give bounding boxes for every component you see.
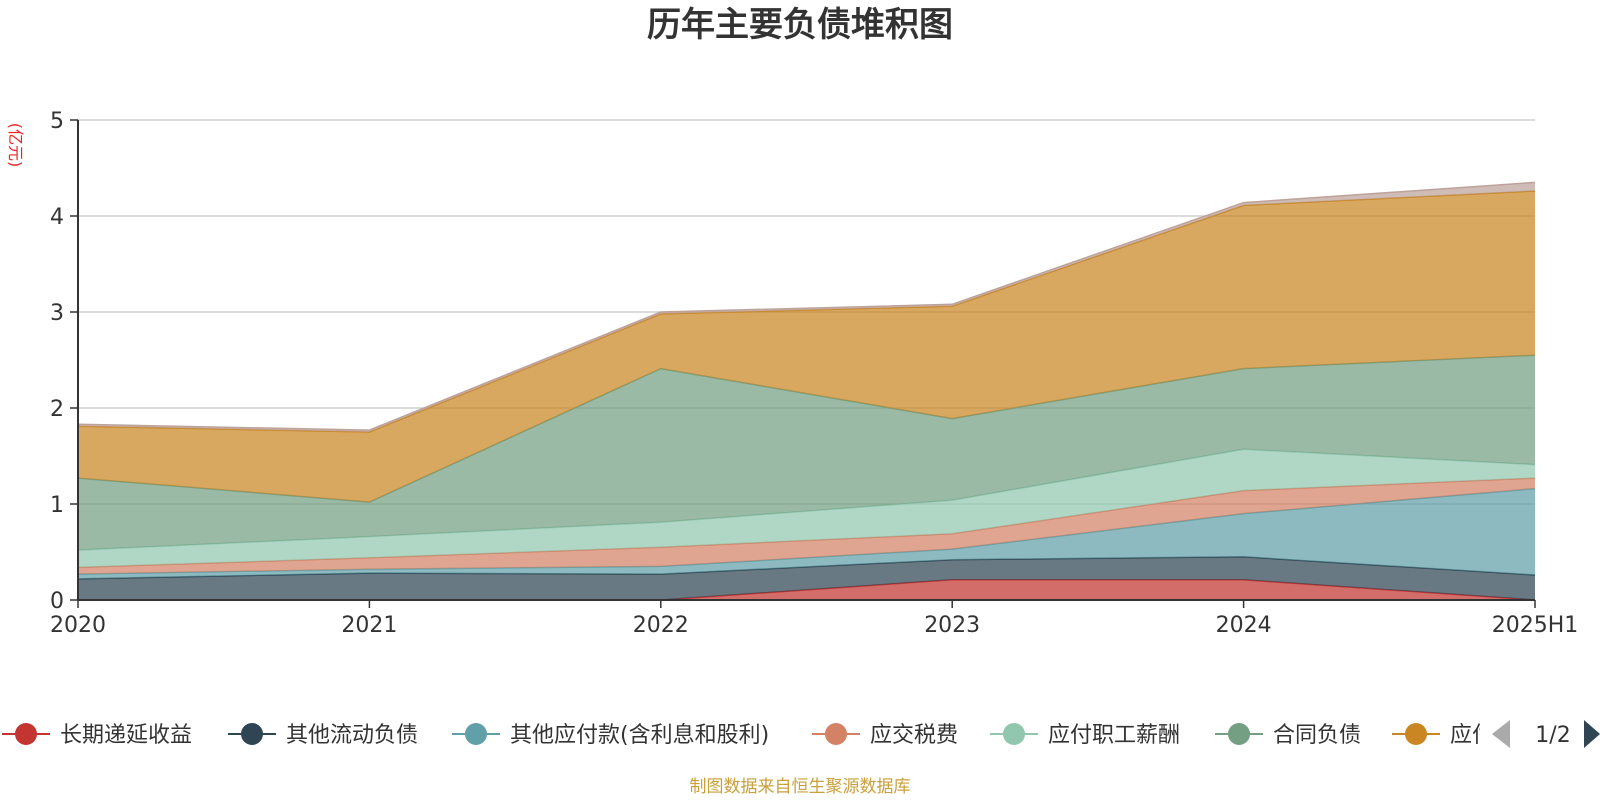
area-series-4 (78, 449, 1535, 568)
legend-items: 长期递延收益 其他流动负债 其他应付款(含利息和股利) 应交税费 应付职工薪酬 合同负债 应… (2, 723, 1494, 748)
legend-marker (465, 723, 487, 745)
legend-item[interactable]: 合同负债 (1215, 723, 1361, 748)
y-tick-label: 4 (50, 205, 64, 230)
pager-next-arrow[interactable] (1584, 720, 1600, 748)
legend-label: 其他应付款(含利息和股利) (510, 723, 769, 748)
legend-item[interactable]: 应付 (1392, 723, 1494, 748)
legend-item[interactable]: 其他应付款(含利息和股利) (452, 723, 769, 748)
legend-marker (825, 723, 847, 745)
area-series-1 (78, 556, 1535, 600)
legend-marker (15, 723, 37, 745)
data-source-footer: 制图数据来自恒生聚源数据库 (690, 777, 911, 797)
legend-label: 长期递延收益 (60, 723, 192, 748)
chart-title: 历年主要负债堆积图 (647, 5, 953, 45)
x-tick-label: 2024 (1216, 613, 1272, 638)
area-line-7 (77, 181, 1536, 431)
area-series-6 (78, 191, 1535, 503)
y-tick-label: 3 (50, 301, 64, 326)
legend: 长期递延收益 其他流动负债 其他应付款(含利息和股利) 应交税费 应付职工薪酬 合同负债 应… (2, 720, 1600, 748)
legend-marker (1003, 723, 1025, 745)
legend-item[interactable]: 长期递延收益 (2, 723, 192, 748)
legend-item[interactable]: 应交税费 (812, 723, 958, 748)
legend-label: 应付 (1450, 723, 1494, 748)
legend-item[interactable]: 其他流动负债 (228, 723, 418, 748)
pager-label: 1/2 (1535, 723, 1570, 748)
y-tick-label: 5 (50, 109, 64, 134)
legend-pager: 1/2 (1492, 720, 1600, 748)
legend-marker (1228, 723, 1250, 745)
x-tick-label: 2020 (50, 613, 106, 638)
y-tick-label: 1 (50, 493, 64, 518)
legend-label: 其他流动负债 (286, 723, 418, 748)
legend-item[interactable]: 应付职工薪酬 (990, 723, 1180, 748)
x-tick-label: 2021 (341, 613, 397, 638)
legend-label: 应交税费 (870, 723, 958, 748)
y-axis-unit: (亿元) (6, 123, 25, 168)
y-tick-label: 2 (50, 397, 64, 422)
x-tick-label: 2022 (633, 613, 689, 638)
legend-label: 应付职工薪酬 (1048, 723, 1180, 748)
y-tick-label: 0 (50, 589, 64, 614)
pager-prev-arrow[interactable] (1492, 720, 1510, 748)
axes: 2020 2021 2022 2023 2024 2025H1 (50, 120, 1578, 638)
area-series-2 (78, 488, 1535, 579)
legend-marker (1405, 723, 1427, 745)
legend-marker (241, 723, 263, 745)
stacked-areas (77, 181, 1536, 601)
area-series-5 (78, 355, 1535, 551)
x-tick-label: 2023 (924, 613, 980, 638)
x-tick-label: 2025H1 (1492, 613, 1579, 638)
legend-label: 合同负债 (1273, 723, 1361, 748)
